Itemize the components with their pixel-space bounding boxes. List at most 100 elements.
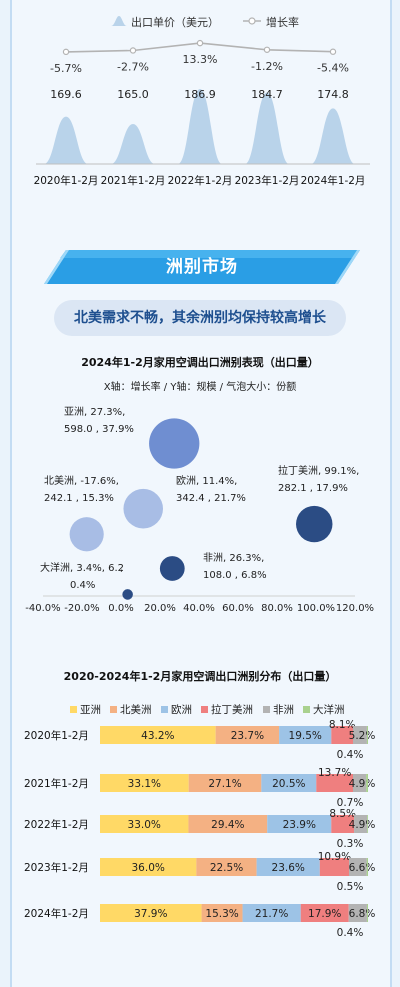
bubble-label: 342.4 , 21.7% — [176, 493, 246, 504]
segment-label: 33.1% — [128, 778, 161, 790]
price-label: 174.8 — [317, 88, 349, 101]
segment-label: 43.2% — [141, 730, 174, 742]
section-subtitle: 北美需求不畅，其余洲别均保持较高增长 — [54, 300, 346, 336]
bubble-北美洲 — [69, 517, 104, 552]
legend-price-swatch — [111, 16, 127, 26]
growth-label-bg — [46, 59, 86, 75]
stack-segment — [256, 858, 320, 876]
growth-label-bg — [247, 57, 287, 73]
bubble-label: 0.4% — [70, 580, 95, 591]
legend-growth-marker — [248, 17, 256, 25]
price-bump — [311, 108, 355, 164]
segment-label: 27.1% — [208, 778, 241, 790]
stack-segment — [366, 774, 368, 792]
growth-point — [62, 48, 70, 56]
stack-segment — [352, 774, 367, 792]
stack-segment — [188, 774, 262, 792]
bubble-chart: -40.0% -20.0% 0.0% 20.0% 40.0% 60.0% 80.0% 100.… — [25, 406, 374, 614]
bubble-x-tick: 80.0% — [261, 603, 293, 614]
bubble-x-tick: 60.0% — [222, 603, 254, 614]
row-category-label: 2023年1-2月 — [24, 861, 89, 874]
bubble-label: , — [120, 563, 123, 574]
growth-label: -1.2% — [251, 60, 283, 73]
stack-segment — [242, 904, 301, 922]
stacked-chart-title: 2020-2024年1-2月家用空调出口洲别分布（出口量） — [63, 670, 337, 683]
legend-label: 非洲 — [273, 704, 294, 716]
stack-segment — [367, 815, 368, 833]
growth-label: 13.3% — [183, 53, 218, 66]
legend-label: 亚洲 — [80, 704, 101, 716]
bubble-label: 拉丁美洲, 99.1%, — [278, 464, 359, 477]
bubble-label: 108.0 , 6.8% — [203, 570, 267, 581]
bubble-亚洲 — [149, 418, 200, 469]
legend-label: 拉丁美洲 — [211, 703, 253, 716]
stack-segment — [331, 726, 354, 744]
stack-segment — [354, 815, 368, 833]
bubble-label: 北美洲, -17.6%, — [44, 474, 119, 487]
growth-point — [196, 39, 204, 47]
bubble-label: 282.1 , 17.9% — [278, 483, 348, 494]
segment-label: 8.1% — [329, 719, 356, 731]
growth-label-bg — [180, 51, 220, 67]
segment-label: 37.9% — [134, 908, 167, 920]
stack-segment — [366, 858, 368, 876]
segment-label: 0.7% — [337, 797, 364, 809]
segment-label: 6.8% — [349, 908, 376, 920]
segment-label: 0.5% — [337, 881, 364, 893]
price-bump — [178, 88, 222, 164]
stack-segment — [316, 774, 353, 792]
stack-segment — [366, 726, 368, 744]
row-category-label: 2024年1-2月 — [24, 907, 89, 920]
stack-segment — [353, 726, 367, 744]
legend-swatch — [201, 706, 208, 713]
segment-label: 22.5% — [210, 862, 243, 874]
price-bump — [44, 116, 88, 164]
segment-label: 21.7% — [255, 908, 288, 920]
stack-segment — [348, 858, 367, 876]
x-category-label: 2020年1-2月 — [34, 174, 99, 187]
segment-label: 5.2% — [349, 730, 376, 742]
price-label: 169.6 — [50, 88, 82, 101]
legend-swatch — [263, 706, 270, 713]
growth-label-bg — [313, 59, 353, 75]
bubble-chart-title: 2024年1-2月家用空调出口洲别表现（出口量） — [81, 356, 319, 369]
growth-label-bg — [113, 58, 153, 74]
bubble-非洲 — [159, 556, 185, 581]
legend-label: 欧洲 — [171, 704, 192, 716]
price-label: 165.0 — [117, 88, 149, 101]
stack-segment — [319, 858, 349, 876]
section-banner-title: 洲别市场 — [166, 257, 238, 277]
bubble-label: 欧洲, 11.4%, — [176, 475, 237, 487]
bubble-label: 242.1 , 15.3% — [44, 493, 114, 504]
stack-segment — [279, 726, 332, 744]
top-legend: 出口单价（美元） 增长率 — [111, 15, 299, 29]
segment-label: 23.7% — [231, 730, 264, 742]
bubble-x-tick: 40.0% — [183, 603, 215, 614]
growth-label: -5.7% — [50, 62, 82, 75]
stack-segment — [188, 815, 268, 833]
segment-label: 10.9% — [318, 851, 351, 863]
segment-label: 8.5% — [329, 808, 356, 820]
bubble-拉丁美洲 — [296, 505, 333, 543]
stack-segment — [215, 726, 280, 744]
segment-label: 33.0% — [128, 819, 161, 831]
legend-swatch — [70, 706, 77, 713]
stack-segment — [196, 858, 257, 876]
stack-segment — [100, 726, 216, 744]
stack-segment — [100, 815, 189, 833]
segment-label: 4.9% — [349, 778, 376, 790]
bubble-x-tick: 0.0% — [108, 603, 133, 614]
stack-segment — [331, 815, 355, 833]
price-bump — [245, 92, 289, 164]
stack-segment — [261, 774, 317, 792]
segment-label: 13.7% — [318, 767, 351, 779]
bubble-x-tick: 20.0% — [144, 603, 176, 614]
legend-swatch — [161, 706, 168, 713]
legend-label: 大洋洲 — [313, 703, 345, 716]
segment-label: 29.4% — [211, 819, 244, 831]
bubble-label: 亚洲, 27.3%, — [64, 406, 125, 418]
stack-segment — [300, 904, 349, 922]
legend-price-label: 出口单价（美元） — [131, 15, 219, 29]
bubble-label: 大洋洲, 3.4%, 6.2 — [40, 561, 124, 574]
segment-label: 19.5% — [289, 730, 322, 742]
